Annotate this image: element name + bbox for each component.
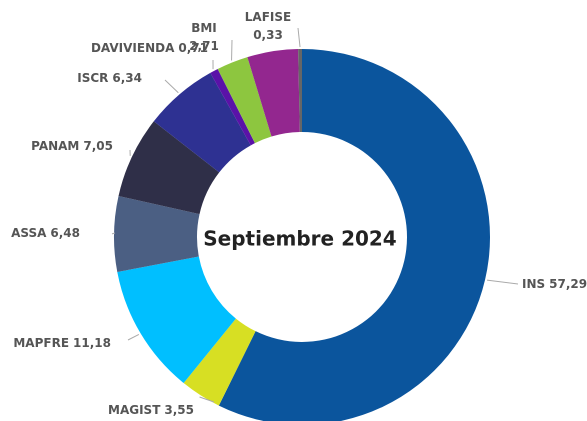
data-label: MAGIST 3,55 bbox=[108, 403, 194, 417]
data-label: ASSA 6,48 bbox=[11, 226, 80, 240]
data-label: PANAM 7,05 bbox=[31, 139, 113, 153]
donut-segment bbox=[217, 57, 272, 144]
leader-line bbox=[297, 27, 301, 48]
leader-line bbox=[164, 79, 179, 94]
chart-title: Septiembre 2024 bbox=[203, 227, 396, 251]
label-value: 2,71 bbox=[189, 39, 219, 53]
leader-line bbox=[111, 232, 116, 235]
label-category: BMI bbox=[191, 21, 217, 35]
donut-segment bbox=[114, 195, 200, 272]
donut-segment bbox=[218, 49, 490, 421]
donut-segment bbox=[298, 49, 302, 133]
data-label: DAVIVIENDA 0,71 bbox=[91, 41, 208, 55]
leader-line bbox=[199, 396, 215, 403]
donut-segment bbox=[210, 68, 255, 146]
label-value: 7,05 bbox=[83, 139, 113, 153]
donut-segment bbox=[117, 256, 236, 384]
data-label: ISCR 6,34 bbox=[77, 71, 142, 85]
label-category: INS bbox=[522, 277, 545, 291]
label-category: PANAM bbox=[31, 139, 79, 153]
label-category: MAGIST bbox=[108, 403, 161, 417]
data-label: INS 57,29 bbox=[522, 277, 587, 291]
leader-line bbox=[127, 333, 140, 341]
label-value: 0,71 bbox=[178, 41, 208, 55]
label-category: DAVIVIENDA bbox=[91, 41, 175, 55]
label-value: 6,34 bbox=[112, 71, 142, 85]
data-label: MAPFRE 11,18 bbox=[13, 336, 111, 350]
label-value: 6,48 bbox=[50, 226, 80, 240]
label-category: LAFISE bbox=[245, 10, 291, 24]
label-value: 11,18 bbox=[73, 336, 111, 350]
label-value: 3,55 bbox=[164, 403, 194, 417]
label-category: MAPFRE bbox=[13, 336, 69, 350]
label-category: ASSA bbox=[11, 226, 47, 240]
data-label: BMI 2,71 bbox=[189, 21, 219, 53]
label-category: ISCR bbox=[77, 71, 108, 85]
donut-segment bbox=[183, 318, 256, 406]
label-value: 0,33 bbox=[253, 28, 283, 42]
donut-segment bbox=[247, 49, 300, 137]
donut-segment bbox=[153, 72, 251, 173]
leader-line bbox=[486, 279, 519, 285]
data-label: LAFISE 0,33 bbox=[245, 10, 291, 42]
label-value: 57,29 bbox=[549, 277, 587, 291]
donut-segment bbox=[118, 121, 220, 215]
